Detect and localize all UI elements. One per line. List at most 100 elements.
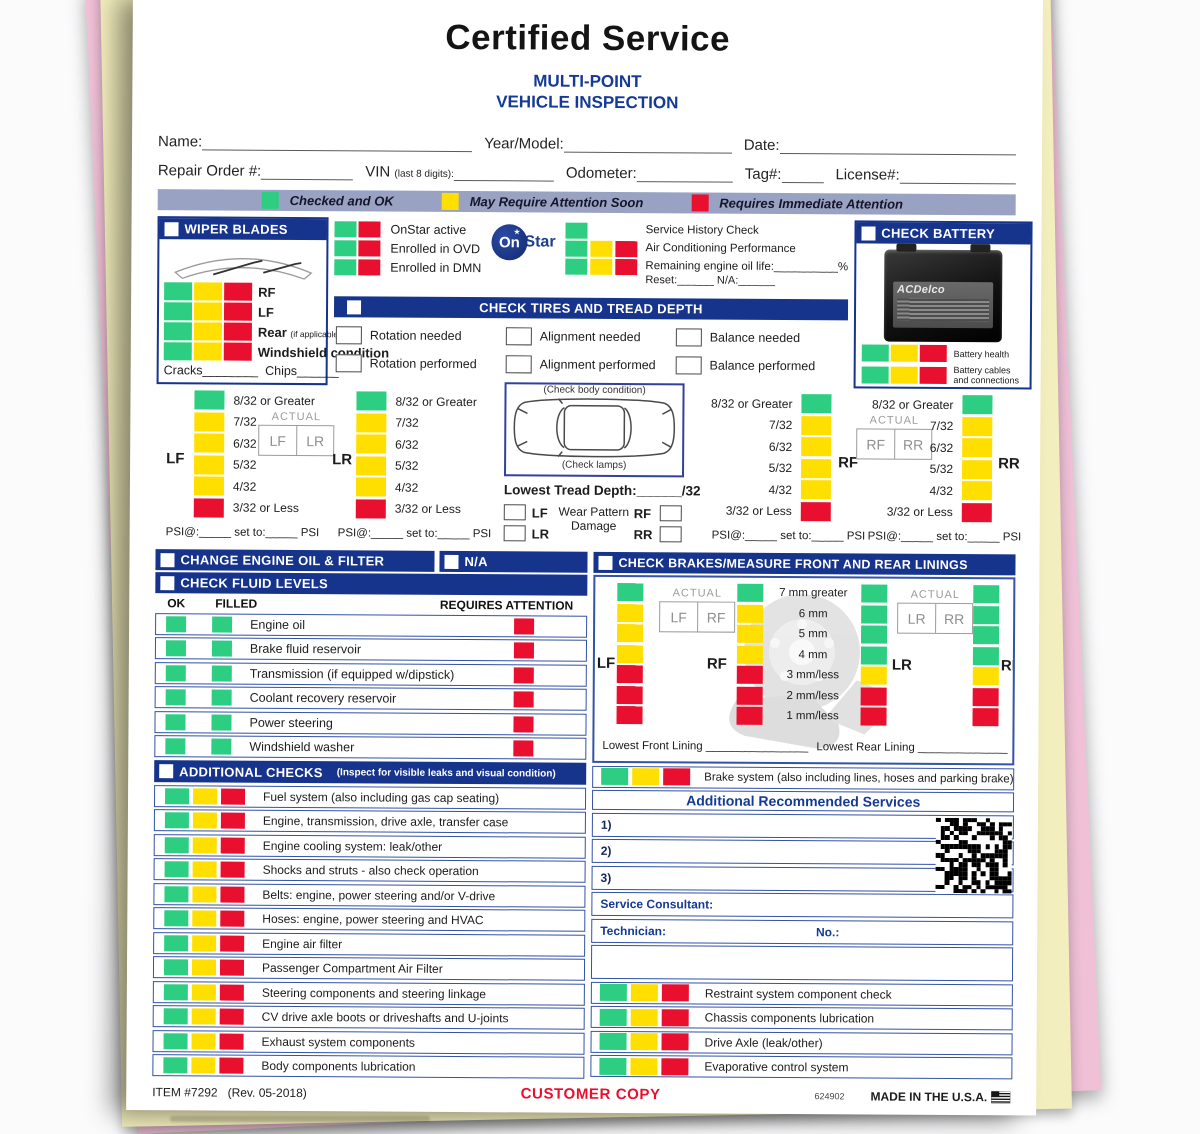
yellow-status-square[interactable]: [632, 768, 660, 786]
check-tires-checkbox[interactable]: [347, 299, 362, 314]
service-consultant-row[interactable]: Service Consultant:: [591, 891, 1014, 919]
green-status-square[interactable]: [164, 934, 189, 951]
check-brakes-checkbox[interactable]: [598, 555, 613, 570]
yellow-status-square[interactable]: [191, 1032, 216, 1050]
green-ok-square[interactable]: [165, 689, 186, 706]
tread-status-square[interactable]: [801, 394, 832, 414]
tread-status-square[interactable]: [194, 454, 225, 475]
green-status-square[interactable]: [599, 1032, 627, 1051]
red-status-square[interactable]: [736, 665, 763, 684]
green-ok-square[interactable]: [165, 664, 186, 681]
yellow-status-square[interactable]: [192, 861, 217, 878]
wear-lr-checkbox[interactable]: [503, 525, 526, 542]
tag-field-line[interactable]: [781, 167, 824, 184]
red-attention-square[interactable]: [513, 740, 534, 757]
green-status-square[interactable]: [334, 259, 357, 276]
red-status-square[interactable]: [663, 768, 691, 786]
date-field-line[interactable]: [779, 138, 1017, 156]
green-status-square[interactable]: [334, 240, 357, 257]
green-status-square[interactable]: [565, 240, 588, 257]
change-oil-checkbox[interactable]: [160, 552, 175, 567]
actual-rf-cell[interactable]: RF: [697, 602, 735, 632]
lowest-tread-depth-line[interactable]: Lowest Tread Depth:______/32: [503, 482, 701, 499]
tread-status-square[interactable]: [962, 459, 993, 479]
tread-status-square[interactable]: [356, 391, 387, 411]
tire-service-checkbox[interactable]: [505, 327, 532, 346]
green-status-square[interactable]: [861, 584, 888, 603]
tread-status-square[interactable]: [194, 390, 225, 410]
green-status-square[interactable]: [334, 221, 357, 238]
psi-line-lf[interactable]: PSI@:_____ set to:_____ PSI: [165, 526, 320, 540]
green-status-square[interactable]: [972, 626, 1000, 645]
lowest-front-lining-line[interactable]: Lowest Front Lining ________________: [602, 739, 809, 754]
tread-status-square[interactable]: [800, 501, 831, 521]
green-status-square[interactable]: [737, 583, 764, 602]
yellow-status-square[interactable]: [191, 1008, 216, 1025]
psi-line-lr[interactable]: PSI@:_____ set to:_____ PSI: [337, 527, 492, 541]
red-status-square[interactable]: [219, 1033, 244, 1050]
red-status-square[interactable]: [224, 282, 253, 301]
psi-line-rf[interactable]: PSI@:_____ set to:_____ PSI: [711, 529, 866, 543]
yellow-status-square[interactable]: [192, 934, 217, 952]
tread-status-square[interactable]: [961, 481, 992, 501]
red-status-square[interactable]: [616, 685, 643, 704]
odometer-field-line[interactable]: [636, 167, 733, 183]
green-status-square[interactable]: [164, 282, 193, 301]
red-status-square[interactable]: [736, 686, 763, 705]
tread-status-square[interactable]: [356, 434, 387, 454]
yellow-status-square[interactable]: [737, 604, 764, 623]
red-status-square[interactable]: [220, 935, 245, 952]
yellow-status-square[interactable]: [630, 1057, 658, 1075]
red-status-square[interactable]: [223, 302, 253, 321]
yellow-status-square[interactable]: [590, 240, 613, 257]
actual-lf-cell[interactable]: LF: [269, 432, 286, 449]
green-status-square[interactable]: [599, 1057, 627, 1075]
green-status-square[interactable]: [163, 322, 192, 341]
yellow-status-square[interactable]: [191, 959, 217, 976]
green-status-square[interactable]: [861, 365, 889, 384]
tread-status-square[interactable]: [355, 498, 386, 519]
tread-status-square[interactable]: [962, 438, 993, 458]
red-status-square[interactable]: [615, 258, 638, 276]
yellow-status-square[interactable]: [890, 344, 918, 362]
red-status-square[interactable]: [219, 1057, 244, 1074]
tread-status-square[interactable]: [961, 502, 992, 522]
red-status-square[interactable]: [220, 886, 245, 903]
green-status-square[interactable]: [601, 767, 629, 786]
check-battery-checkbox[interactable]: [861, 225, 876, 241]
repair-order-field-line[interactable]: [261, 164, 354, 181]
yellow-status-square[interactable]: [616, 644, 643, 663]
green-ok-square[interactable]: [165, 713, 186, 730]
green-status-square[interactable]: [165, 787, 190, 804]
green-status-square[interactable]: [599, 1008, 627, 1026]
lowest-rear-lining-line[interactable]: Lowest Rear Lining ______________: [816, 741, 1008, 755]
green-status-square[interactable]: [163, 1032, 188, 1049]
fluid-levels-checkbox[interactable]: [160, 575, 175, 590]
green-status-square[interactable]: [617, 582, 644, 602]
actual-lr-cell[interactable]: LR: [907, 610, 926, 627]
red-status-square[interactable]: [223, 322, 252, 341]
yellow-status-square[interactable]: [630, 1008, 658, 1026]
actual-lf-cell[interactable]: LF: [670, 608, 687, 625]
tread-status-square[interactable]: [355, 477, 387, 497]
oil-na-checkbox[interactable]: [444, 554, 459, 569]
red-status-square[interactable]: [223, 342, 252, 361]
red-status-square[interactable]: [736, 706, 763, 725]
green-ok-square[interactable]: [165, 640, 187, 657]
tread-status-square[interactable]: [194, 433, 225, 453]
yellow-status-square[interactable]: [890, 366, 918, 384]
wear-lf-checkbox[interactable]: [503, 504, 526, 521]
green-status-square[interactable]: [163, 959, 189, 976]
green-status-square[interactable]: [565, 222, 588, 239]
red-status-square[interactable]: [358, 221, 381, 238]
green-filled-square[interactable]: [211, 664, 232, 682]
green-status-square[interactable]: [973, 605, 1000, 624]
yellow-status-square[interactable]: [193, 302, 223, 321]
tire-service-checkbox[interactable]: [675, 356, 702, 375]
tread-status-square[interactable]: [801, 458, 832, 478]
tire-service-checkbox[interactable]: [335, 354, 362, 373]
red-status-square[interactable]: [616, 705, 643, 725]
red-status-square[interactable]: [972, 708, 999, 727]
red-status-square[interactable]: [661, 984, 689, 1002]
red-status-square[interactable]: [972, 687, 999, 706]
